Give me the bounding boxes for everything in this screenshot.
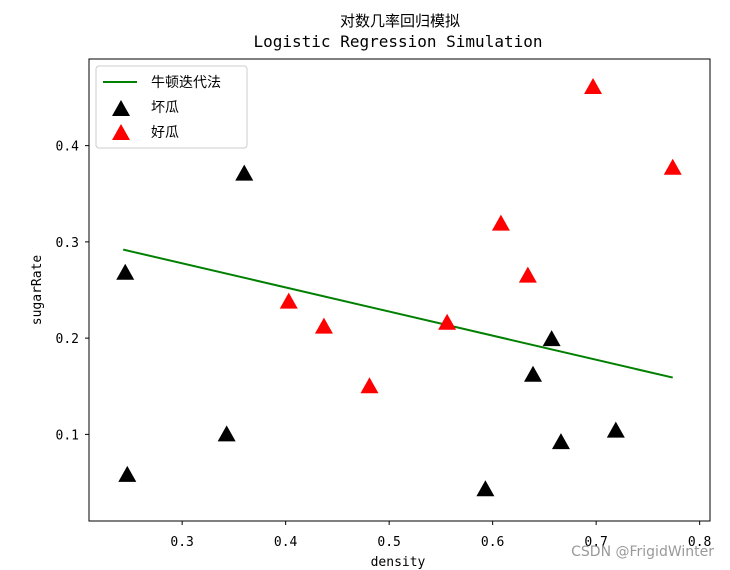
good-melon-point	[438, 313, 457, 330]
bad-melon-point	[551, 433, 570, 450]
good-melon-point	[314, 317, 333, 334]
x-tick-label: 0.4	[274, 535, 298, 550]
legend-label-newton: 牛顿迭代法	[151, 75, 221, 91]
bad-melon-point	[524, 365, 543, 382]
legend-marker-good	[112, 124, 130, 140]
legend-label-good: 好瓜	[151, 125, 179, 141]
x-axis-label: density	[371, 555, 426, 570]
watermark: CSDN @FrigidWinter	[571, 544, 714, 560]
x-tick-label: 0.3	[170, 535, 193, 550]
bad-melon-point	[606, 421, 625, 438]
good-melon-point	[518, 266, 537, 283]
y-tick-label: 0.2	[56, 332, 79, 347]
bad-melon-point	[235, 164, 254, 181]
y-tick-label: 0.1	[56, 428, 79, 443]
x-axis: 0.3 0.4 0.5 0.6 0.7 0.8	[170, 521, 711, 550]
chart-title: 对数几率回归模拟	[340, 12, 460, 30]
x-tick-label: 0.8	[688, 535, 711, 550]
good-melon-point	[491, 214, 510, 231]
chart-subtitle: Logistic Regression Simulation	[254, 32, 543, 51]
good-melon-point	[360, 377, 379, 394]
x-tick-label: 0.7	[584, 535, 607, 550]
good-melon-point	[663, 158, 682, 175]
bad-melon-point	[542, 330, 561, 347]
x-tick-label: 0.5	[377, 535, 400, 550]
good-melon-point	[279, 292, 298, 309]
plot-area	[88, 58, 711, 522]
legend-box	[95, 65, 248, 149]
legend-label-bad: 坏瓜	[151, 100, 179, 116]
legend-marker-bad	[112, 100, 130, 116]
y-tick-label: 0.4	[56, 140, 80, 155]
series-layer	[116, 77, 682, 497]
y-axis: 0.1 0.2 0.3 0.4	[56, 140, 89, 443]
good-melon-point	[584, 77, 603, 94]
legend: 牛顿迭代法 坏瓜 好瓜	[95, 65, 248, 149]
x-tick-label: 0.6	[481, 535, 504, 550]
bad-melon-point	[217, 425, 236, 442]
y-axis-label: sugarRate	[30, 255, 45, 326]
regression-line	[122, 248, 673, 379]
bad-melon-point	[116, 263, 135, 280]
bad-melon-point	[476, 480, 495, 497]
plot-frame	[88, 58, 711, 522]
bad-melon-point	[118, 465, 137, 482]
y-tick-label: 0.3	[56, 236, 79, 251]
